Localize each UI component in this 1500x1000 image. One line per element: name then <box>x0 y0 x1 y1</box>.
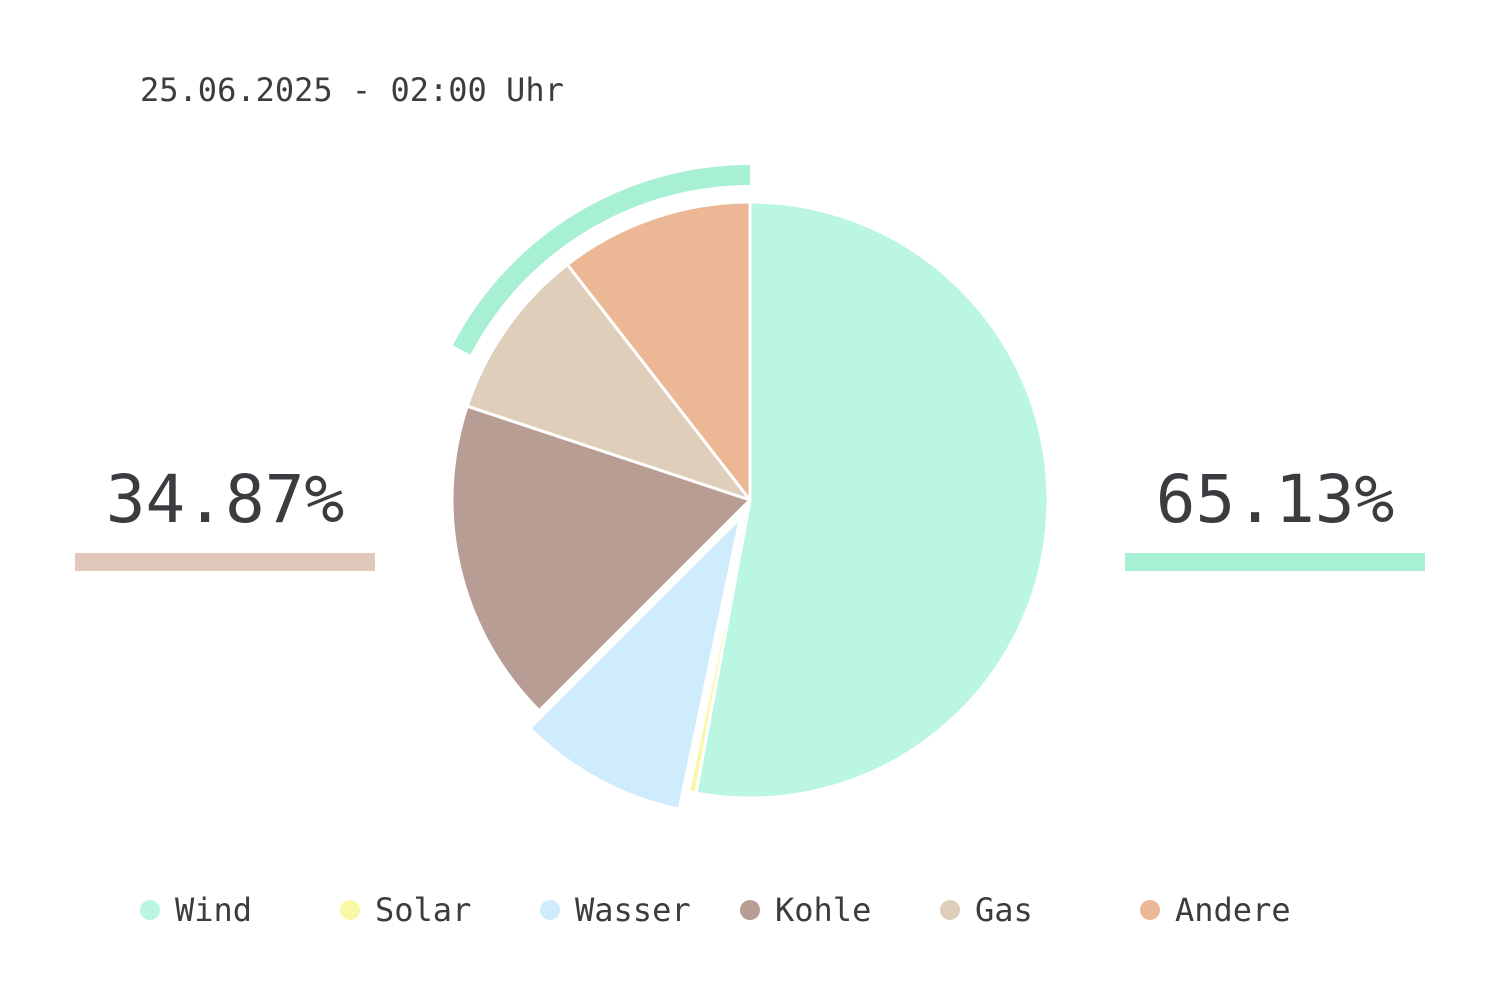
legend-swatch <box>1140 900 1160 920</box>
legend-item-gas: Gas <box>940 890 1033 930</box>
legend-label: Solar <box>375 891 472 929</box>
outer-ring-arc-erneuerbar <box>426 165 750 500</box>
legend-label: Andere <box>1175 891 1291 929</box>
conventional-share-value: 34.87% <box>105 461 345 538</box>
chart-legend: Wind Solar Wasser Kohle Gas Andere <box>140 890 1380 930</box>
legend-item-andere: Andere <box>1140 890 1291 930</box>
legend-swatch <box>740 900 760 920</box>
legend-label: Wind <box>175 891 253 929</box>
timestamp-label: 25.06.2025 - 02:00 Uhr <box>140 71 564 109</box>
renewable-share-bar <box>1125 553 1425 571</box>
legend-label: Gas <box>975 891 1033 929</box>
legend-swatch <box>140 900 160 920</box>
legend-item-wasser: Wasser <box>540 890 691 930</box>
legend-swatch <box>540 900 560 920</box>
legend-item-solar: Solar <box>340 890 471 930</box>
renewable-share-value: 65.13% <box>1155 461 1395 538</box>
pie-slice-solar <box>687 498 752 795</box>
legend-item-wind: Wind <box>140 890 252 930</box>
outer-ring-arcs <box>426 165 750 500</box>
pie-slice-wasser <box>528 516 742 811</box>
pie-slice-wind <box>694 200 1050 800</box>
conventional-share-bar <box>75 553 375 571</box>
pie-slice-andere <box>565 200 752 502</box>
legend-swatch <box>340 900 360 920</box>
pie-slice-kohle <box>450 404 752 713</box>
legend-label: Wasser <box>575 891 691 929</box>
legend-item-kohle: Kohle <box>740 890 871 930</box>
pie-slice-gas <box>465 263 752 502</box>
legend-label: Kohle <box>775 891 872 929</box>
pie-slices <box>450 200 1050 811</box>
legend-swatch <box>940 900 960 920</box>
